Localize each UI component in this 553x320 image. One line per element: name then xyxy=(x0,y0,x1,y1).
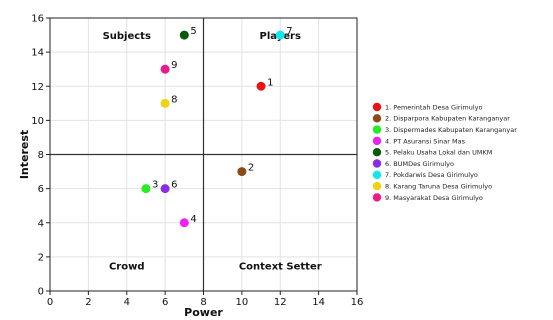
y-tick-label: 2 xyxy=(38,252,44,263)
data-point-5 xyxy=(179,30,189,40)
data-point-label-7: 7 xyxy=(286,26,292,37)
y-tick-label: 0 xyxy=(38,287,44,298)
data-point-7 xyxy=(275,30,285,40)
data-point-label-5: 5 xyxy=(190,26,196,37)
legend-entry-1: 1. Pemerintah Desa Girimulyo xyxy=(385,103,482,111)
legend-marker-1 xyxy=(372,102,382,112)
legend-entry-7: 7. Pokdarwis Desa Girimulyo xyxy=(385,171,478,179)
x-tick-label: 12 xyxy=(274,297,287,308)
legend: 1. Pemerintah Desa Girimulyo 2. Disparpor… xyxy=(372,102,517,202)
x-tick-label: 2 xyxy=(85,297,91,308)
legend-marker-3 xyxy=(372,125,382,134)
legend-marker-9 xyxy=(372,193,382,202)
data-point-label-9: 9 xyxy=(171,60,177,71)
data-point-8 xyxy=(160,98,170,108)
data-point-9 xyxy=(160,64,170,74)
legend-marker-4 xyxy=(372,136,382,146)
y-tick-label: 6 xyxy=(38,184,44,195)
legend-marker-5 xyxy=(372,148,382,157)
legend-entry-5: 5. Pelaku Usaha Lokal dan UMKM xyxy=(385,149,492,157)
data-point-1 xyxy=(256,81,266,91)
legend-entry-4: 4. PT Asuransi Sinar Mas xyxy=(385,137,466,145)
quadrant-dividers xyxy=(50,18,357,291)
x-tick-label: 10 xyxy=(236,297,249,308)
y-tick-label: 10 xyxy=(31,116,44,127)
legend-marker-7 xyxy=(372,170,382,179)
x-tick-label: 4 xyxy=(124,297,130,308)
quadrant-label-crowd: Crowd xyxy=(109,261,145,272)
x-tick-label: 6 xyxy=(162,297,168,308)
y-tick-label: 8 xyxy=(38,150,44,161)
data-point-4 xyxy=(179,218,189,228)
legend-marker-2 xyxy=(372,114,382,123)
legend-marker-6 xyxy=(372,159,382,168)
y-tick-label: 12 xyxy=(31,82,44,93)
y-tick-label: 16 xyxy=(31,14,44,25)
data-point-label-3: 3 xyxy=(152,180,158,191)
quadrant-label-context-setter: Context Setter xyxy=(239,261,322,272)
data-point-label-4: 4 xyxy=(190,214,196,225)
data-point-label-8: 8 xyxy=(171,94,177,105)
y-axis-label: Interest xyxy=(18,130,31,179)
legend-entry-6: 6. BUMDes Girimulyo xyxy=(385,160,454,168)
data-point-3 xyxy=(141,184,151,194)
x-tick-label: 8 xyxy=(200,297,206,308)
data-point-6 xyxy=(160,184,170,194)
x-tick-label: 16 xyxy=(351,297,364,308)
quadrant-label-subjects: Subjects xyxy=(103,31,151,42)
x-axis-label: Power xyxy=(184,306,223,319)
x-tick-label: 0 xyxy=(47,297,53,308)
data-point-label-6: 6 xyxy=(171,180,177,191)
data-point-label-2: 2 xyxy=(248,163,254,174)
legend-entry-8: 8. Karang Taruna Desa Girimulyo xyxy=(385,183,492,191)
data-point-label-1: 1 xyxy=(267,77,273,88)
y-tick-label: 4 xyxy=(38,218,44,229)
legend-entry-9: 9. Masyarakat Desa Girimulyo xyxy=(385,194,483,202)
legend-entry-3: 3. Dispermades Kabupaten Karanganyar xyxy=(385,126,517,134)
x-tick-label: 14 xyxy=(312,297,325,308)
data-points: 1 2 3 4 5 6 7 8 9 xyxy=(141,26,293,228)
y-tick-label: 14 xyxy=(31,48,44,59)
legend-entry-2: 2. Disparpora Kabupaten Karanganyar xyxy=(385,115,510,123)
data-point-2 xyxy=(237,167,247,177)
quadrant-labels: SubjectsPlayersCrowdContext Setter xyxy=(103,31,322,272)
legend-marker-8 xyxy=(372,181,382,191)
